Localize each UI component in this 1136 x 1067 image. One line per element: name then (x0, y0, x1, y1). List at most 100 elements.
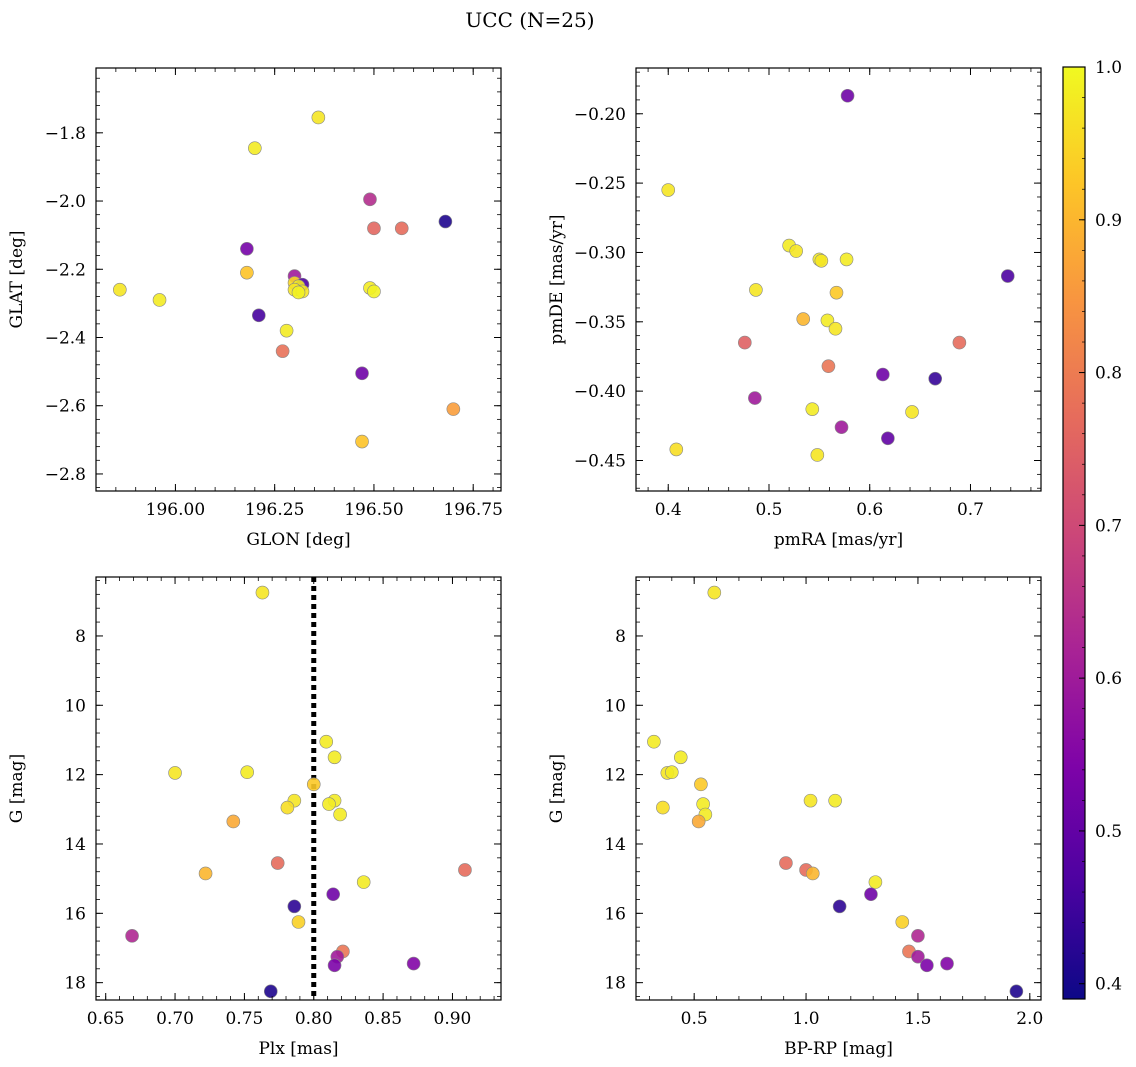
x-axis-label: pmRA [mas/yr] (774, 530, 903, 550)
y-tick-label: −0.40 (574, 382, 626, 402)
data-point (355, 366, 369, 381)
x-tick-label: 1.5 (904, 1009, 931, 1029)
data-point (263, 984, 278, 999)
data-point (665, 765, 679, 780)
y-tick-label: 8 (75, 627, 86, 647)
x-tick-label: 196.25 (245, 500, 304, 520)
data-point (814, 253, 829, 268)
y-tick-label: 14 (604, 835, 626, 855)
data-point (168, 766, 182, 780)
x-tick-label: 196.00 (146, 500, 205, 520)
data-point (333, 807, 347, 822)
y-tick-label: −2.4 (45, 328, 86, 348)
colorbar-tick-label: 0.6 (1095, 669, 1122, 689)
data-point (707, 585, 722, 600)
data-point (319, 734, 334, 749)
scatter-panel-3: 0.65 0.70 0.75 0.80 0.85 0.90 8 10 12 14 16 18 Plx [… (7, 576, 502, 1059)
data-point (820, 313, 835, 328)
data-point (828, 793, 842, 808)
data-point (803, 793, 818, 808)
y-tick-label: −2.0 (45, 192, 86, 212)
colorbar-tick-label: 1.0 (1095, 58, 1122, 78)
data-point (669, 442, 684, 457)
y-axis-label: pmDE [mas/yr] (547, 214, 567, 344)
plot-frame (95, 67, 502, 492)
data-point (326, 887, 340, 902)
data-point (810, 448, 825, 462)
data-point (327, 750, 342, 765)
data-point (834, 420, 849, 435)
data-point (691, 814, 706, 829)
data-point (1000, 269, 1015, 283)
data-point (356, 875, 371, 889)
data-point (355, 434, 369, 449)
colorbar-tick-label: 0.7 (1095, 516, 1122, 536)
data-point (661, 183, 676, 197)
y-tick-label: 14 (64, 835, 86, 855)
y-tick-label: 16 (604, 904, 626, 924)
data-point (821, 359, 836, 373)
data-point (738, 335, 752, 350)
x-tick-label: 196.50 (344, 500, 403, 520)
y-tick-label: 18 (604, 974, 626, 994)
data-point (839, 252, 854, 267)
data-point (796, 312, 811, 326)
data-point (275, 344, 290, 358)
y-tick-label: 12 (64, 766, 86, 786)
data-point (198, 866, 213, 881)
colorbar: 0.4 0.5 0.6 0.7 0.8 0.9 1.0 (1062, 58, 1122, 1000)
data-point (832, 899, 847, 914)
data-point (322, 797, 336, 811)
y-axis-label: G [mag] (7, 754, 27, 823)
data-point (864, 887, 878, 902)
data-point (881, 431, 895, 446)
data-point (694, 777, 708, 792)
x-axis-label: GLON [deg] (246, 530, 350, 550)
data-point (226, 814, 241, 829)
scatter-panel-2: 0.4 0.5 0.6 0.7 −0.20 −0.25 −0.30 −0.35 −0.40 −0.… (547, 67, 1042, 550)
x-axis-label: BP-RP [mag] (784, 1039, 893, 1059)
y-tick-label: 10 (604, 696, 626, 716)
data-point (240, 765, 254, 780)
x-tick-label: 0.75 (225, 1009, 263, 1029)
y-tick-label: 18 (64, 974, 86, 994)
scatter-panel-1: 196.00 196.25 196.50 196.75 −1.8 −2.0 −2.2 −2.4… (7, 67, 503, 550)
scatter-panel-4: 0.5 1.0 1.5 2.0 8 10 12 14 16 18 BP-RP [mag] G [mag… (547, 576, 1043, 1059)
data-point (876, 367, 890, 382)
x-tick-label: 196.75 (443, 500, 502, 520)
data-point (748, 391, 762, 405)
y-tick-label: −0.20 (574, 105, 626, 125)
data-point (647, 734, 661, 749)
data-point (152, 293, 167, 307)
y-axis-label: G [mag] (547, 754, 567, 823)
y-tick-label: 10 (64, 696, 86, 716)
data-point (327, 958, 342, 973)
data-point (363, 192, 377, 207)
x-tick-label: 0.4 (655, 500, 682, 520)
data-point (291, 285, 306, 300)
data-point (911, 929, 925, 943)
data-point (805, 866, 820, 881)
x-tick-label: 0.5 (755, 500, 782, 520)
data-point (828, 321, 843, 336)
y-tick-label: 16 (64, 904, 86, 924)
y-tick-label: −1.8 (45, 124, 86, 144)
data-point (367, 221, 381, 236)
x-tick-label: 0.7 (957, 500, 984, 520)
y-tick-label: −0.30 (574, 243, 626, 263)
data-point (279, 323, 294, 338)
figure-title: UCC (N=25) (465, 8, 594, 32)
y-tick-label: −2.2 (45, 260, 86, 280)
data-point (394, 221, 409, 236)
data-point (446, 402, 461, 416)
data-point (940, 956, 954, 971)
data-point (367, 284, 381, 299)
colorbar-tick-label: 0.4 (1095, 975, 1122, 995)
data-point (240, 265, 254, 280)
data-point (868, 875, 883, 889)
data-point (840, 88, 855, 103)
colorbar-tick-label: 0.8 (1095, 364, 1122, 384)
data-point (125, 929, 139, 943)
data-point (911, 949, 925, 964)
